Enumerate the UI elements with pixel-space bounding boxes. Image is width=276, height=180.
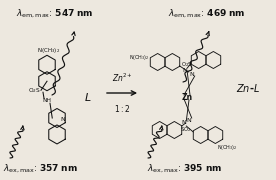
Text: O$_2$S: O$_2$S [181, 60, 192, 69]
Text: $\lambda_{\rm ex,max}$: $\bf{357\ nm}$: $\lambda_{\rm ex,max}$: $\bf{357\ nm}$ [2, 163, 77, 175]
Text: Zn: Zn [181, 93, 193, 102]
Text: $\lambda_{\rm em,max}$: $\bf{469\ nm}$: $\lambda_{\rm em,max}$: $\bf{469\ nm}$ [168, 8, 246, 20]
Text: N: N [186, 118, 191, 123]
Text: N: N [189, 71, 194, 76]
Text: N(CH$_3$)$_2$: N(CH$_3$)$_2$ [38, 46, 61, 55]
Text: $\it{L}$: $\it{L}$ [84, 91, 92, 103]
Text: N(CH$_3$)$_2$: N(CH$_3$)$_2$ [217, 143, 238, 152]
Text: NH: NH [43, 98, 52, 103]
Text: $\lambda_{\rm ex,max}$: $\bf{395\ nm}$: $\lambda_{\rm ex,max}$: $\bf{395\ nm}$ [147, 163, 222, 175]
Text: N: N [182, 68, 187, 73]
Text: $\it{Zn}$$^{2+}$: $\it{Zn}$$^{2+}$ [112, 72, 132, 84]
Text: $\lambda_{\rm em,max}$: $\bf{547\ nm}$: $\lambda_{\rm em,max}$: $\bf{547\ nm}$ [16, 8, 94, 20]
Text: N: N [60, 117, 65, 122]
Text: SO$_2$: SO$_2$ [180, 126, 191, 134]
Text: $\it{1:2}$: $\it{1:2}$ [114, 103, 130, 114]
Text: N(CH$_3$)$_2$: N(CH$_3$)$_2$ [129, 53, 150, 62]
Text: $\it{Zn}$-$\it{L}$: $\it{Zn}$-$\it{L}$ [236, 82, 260, 94]
Text: N: N [181, 120, 186, 125]
Text: O$_2$S: O$_2$S [28, 86, 41, 95]
